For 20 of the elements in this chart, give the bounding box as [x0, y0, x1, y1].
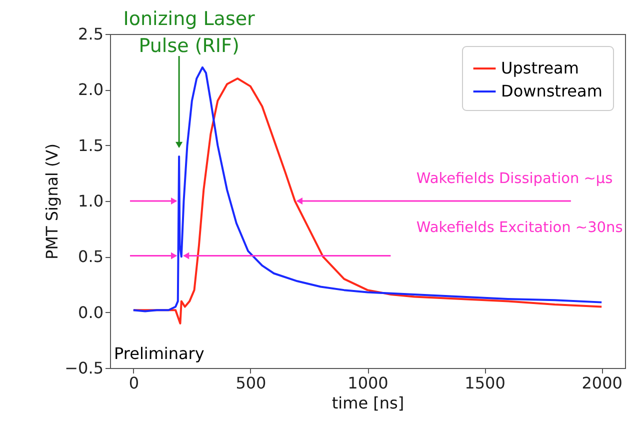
x-tick-label: 1500: [464, 374, 506, 392]
y-axis-title: PMT Signal (V): [42, 144, 62, 260]
y-tick-label: 2.0: [78, 80, 104, 100]
legend-label: Upstream: [501, 58, 579, 78]
x-tick-label: 1000: [348, 374, 388, 392]
legend-label: Downstream: [501, 82, 602, 100]
annotation: Wakefields Dissipation ~µs: [416, 171, 613, 187]
y-tick-label: 0.0: [78, 302, 104, 322]
y-tick-label: −0.5: [64, 358, 104, 378]
x-axis-title: time [ns]: [332, 394, 404, 412]
x-tick-label: 500: [236, 374, 266, 392]
x-tick-label: 0: [128, 374, 140, 392]
annotation: Preliminary: [114, 344, 204, 363]
y-tick-label: 2.5: [78, 24, 104, 44]
y-tick-label: 1.0: [78, 192, 104, 210]
y-tick-label: 1.5: [78, 136, 104, 155]
y-tick-label: 0.5: [78, 247, 104, 266]
x-tick-label: 2000: [582, 374, 622, 392]
annotation: Ionizing Laser Pulse (RIF): [123, 8, 256, 57]
annotation: Wakefields Excitation ~30ns: [416, 220, 623, 236]
